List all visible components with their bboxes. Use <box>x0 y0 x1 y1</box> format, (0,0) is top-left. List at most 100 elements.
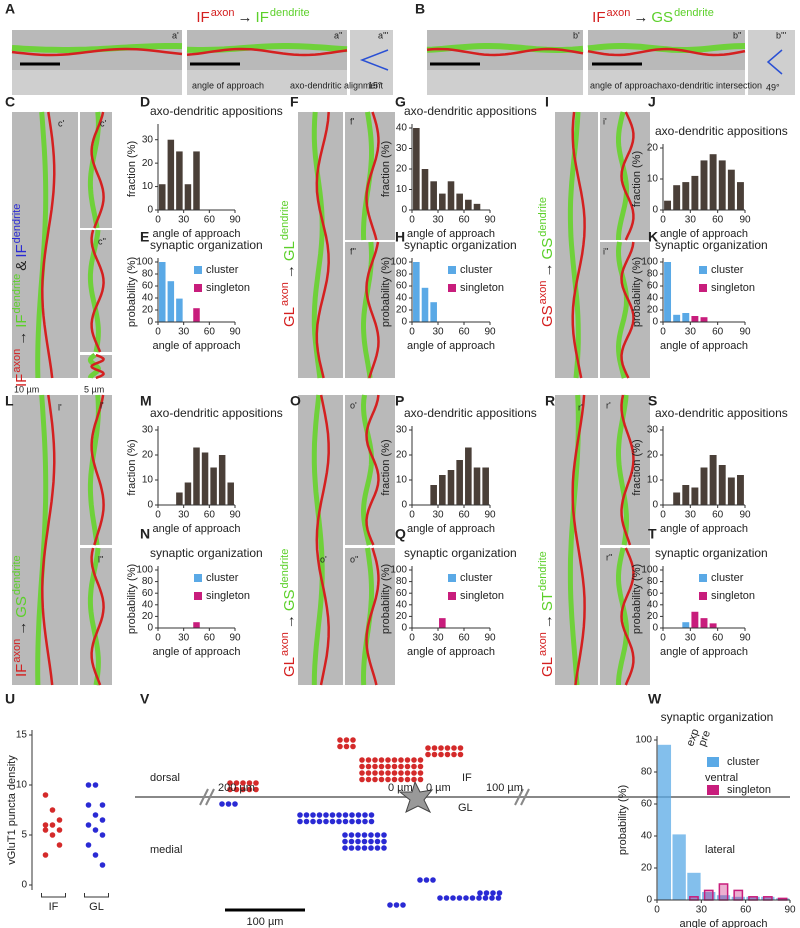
x-tick-label: 30 <box>178 215 190 226</box>
y-tick-label: 10 <box>142 181 154 192</box>
panel-letter: W <box>648 691 662 707</box>
dot <box>343 737 350 743</box>
panel-letter: H <box>395 229 405 245</box>
x-tick-label: 90 <box>484 510 496 521</box>
bar <box>430 485 437 505</box>
panel-letter: E <box>140 229 149 245</box>
dot <box>337 737 343 743</box>
point <box>49 807 56 813</box>
dot <box>457 751 464 758</box>
bar <box>184 482 192 505</box>
annotation: o' <box>320 554 327 564</box>
annotation: a'' <box>334 30 343 40</box>
panel-letter: L <box>5 393 14 409</box>
axon <box>620 111 635 241</box>
dot <box>423 877 430 883</box>
dot <box>253 780 259 786</box>
heading-part: axon <box>279 282 291 306</box>
legend-swatch <box>194 284 202 292</box>
dot <box>349 812 355 818</box>
annotation: f' <box>350 116 355 126</box>
heading-part: axon <box>11 639 23 663</box>
x-axis-label: angle of approach <box>660 340 748 352</box>
y-tick-label: 100 <box>390 565 407 576</box>
dot <box>350 743 356 750</box>
bar <box>167 281 175 322</box>
dot <box>329 812 336 818</box>
panel-letter: J <box>648 94 656 110</box>
y-tick-label: 0 <box>401 205 407 216</box>
bar <box>456 193 463 210</box>
y-tick-label: 100 <box>635 735 652 746</box>
dot <box>374 832 381 838</box>
diagram-label: 100 µm <box>247 916 284 928</box>
axon <box>571 111 586 379</box>
strip-bg <box>12 70 182 95</box>
soma <box>398 780 434 814</box>
legend-swatch <box>194 574 202 582</box>
dot <box>372 770 378 776</box>
y-tick-label: 100 <box>641 565 658 576</box>
heading: IFaxon → GSdendrite <box>11 555 30 677</box>
y-tick-label: 15 <box>16 730 28 741</box>
x-tick-label: 0 <box>660 633 666 644</box>
y-tick-label: 0 <box>147 500 153 511</box>
dendrite <box>35 394 49 686</box>
bar <box>201 452 209 505</box>
heading-part: axon <box>211 7 235 19</box>
heading-part: IF <box>196 9 209 26</box>
bar <box>700 317 708 322</box>
dot <box>253 786 259 793</box>
y-tick-label: 40 <box>647 599 659 610</box>
y-axis-label: probability (%) <box>617 785 629 855</box>
x-axis-label: angle of approach <box>407 340 495 352</box>
x-tick-label: 30 <box>685 510 697 521</box>
heading-part: dendrite <box>11 555 23 595</box>
bar <box>682 182 690 210</box>
y-tick-label: 10 <box>142 475 154 486</box>
y-tick-label: 0 <box>401 623 407 634</box>
heading: GSaxon→GSdendrite <box>537 197 556 327</box>
bar <box>193 151 200 210</box>
point <box>56 817 63 823</box>
x-axis-label: angle of approach <box>407 523 495 535</box>
y-tick-label: 30 <box>396 425 408 436</box>
heading-part: & <box>13 261 30 271</box>
point <box>99 832 106 838</box>
panel-letter: B <box>415 1 425 17</box>
point <box>42 852 49 858</box>
point <box>92 812 99 818</box>
diagram-label: ventral <box>705 772 738 784</box>
y-tick-label: 20 <box>647 450 659 461</box>
x-tick-label: 30 <box>432 633 444 644</box>
dot <box>233 786 240 793</box>
y-tick-label: 20 <box>641 863 653 874</box>
axon <box>620 547 635 686</box>
bar <box>421 169 429 210</box>
annotation: pre <box>696 729 713 748</box>
y-tick-label: 0 <box>652 623 658 634</box>
dot <box>425 745 431 751</box>
y-tick-label: 0 <box>652 317 658 328</box>
angle-icon <box>359 49 389 71</box>
point <box>99 817 106 823</box>
y-tick-label: 100 <box>641 257 658 268</box>
heading-part: → <box>633 9 648 26</box>
bar <box>733 889 744 901</box>
dot <box>457 745 464 751</box>
dot <box>456 895 463 901</box>
dot <box>490 890 496 896</box>
legend-label: singleton <box>711 590 755 602</box>
dot <box>417 763 424 770</box>
y-tick-label: 0 <box>401 317 407 328</box>
panel-letter: A <box>5 1 15 17</box>
y-tick-label: 80 <box>396 269 408 280</box>
axon <box>365 241 380 379</box>
dot <box>342 818 349 825</box>
dot <box>232 801 238 807</box>
bar <box>700 467 708 505</box>
legend-label: singleton <box>206 590 250 602</box>
legend-swatch <box>699 574 707 582</box>
break <box>205 788 215 806</box>
dot <box>482 895 489 901</box>
